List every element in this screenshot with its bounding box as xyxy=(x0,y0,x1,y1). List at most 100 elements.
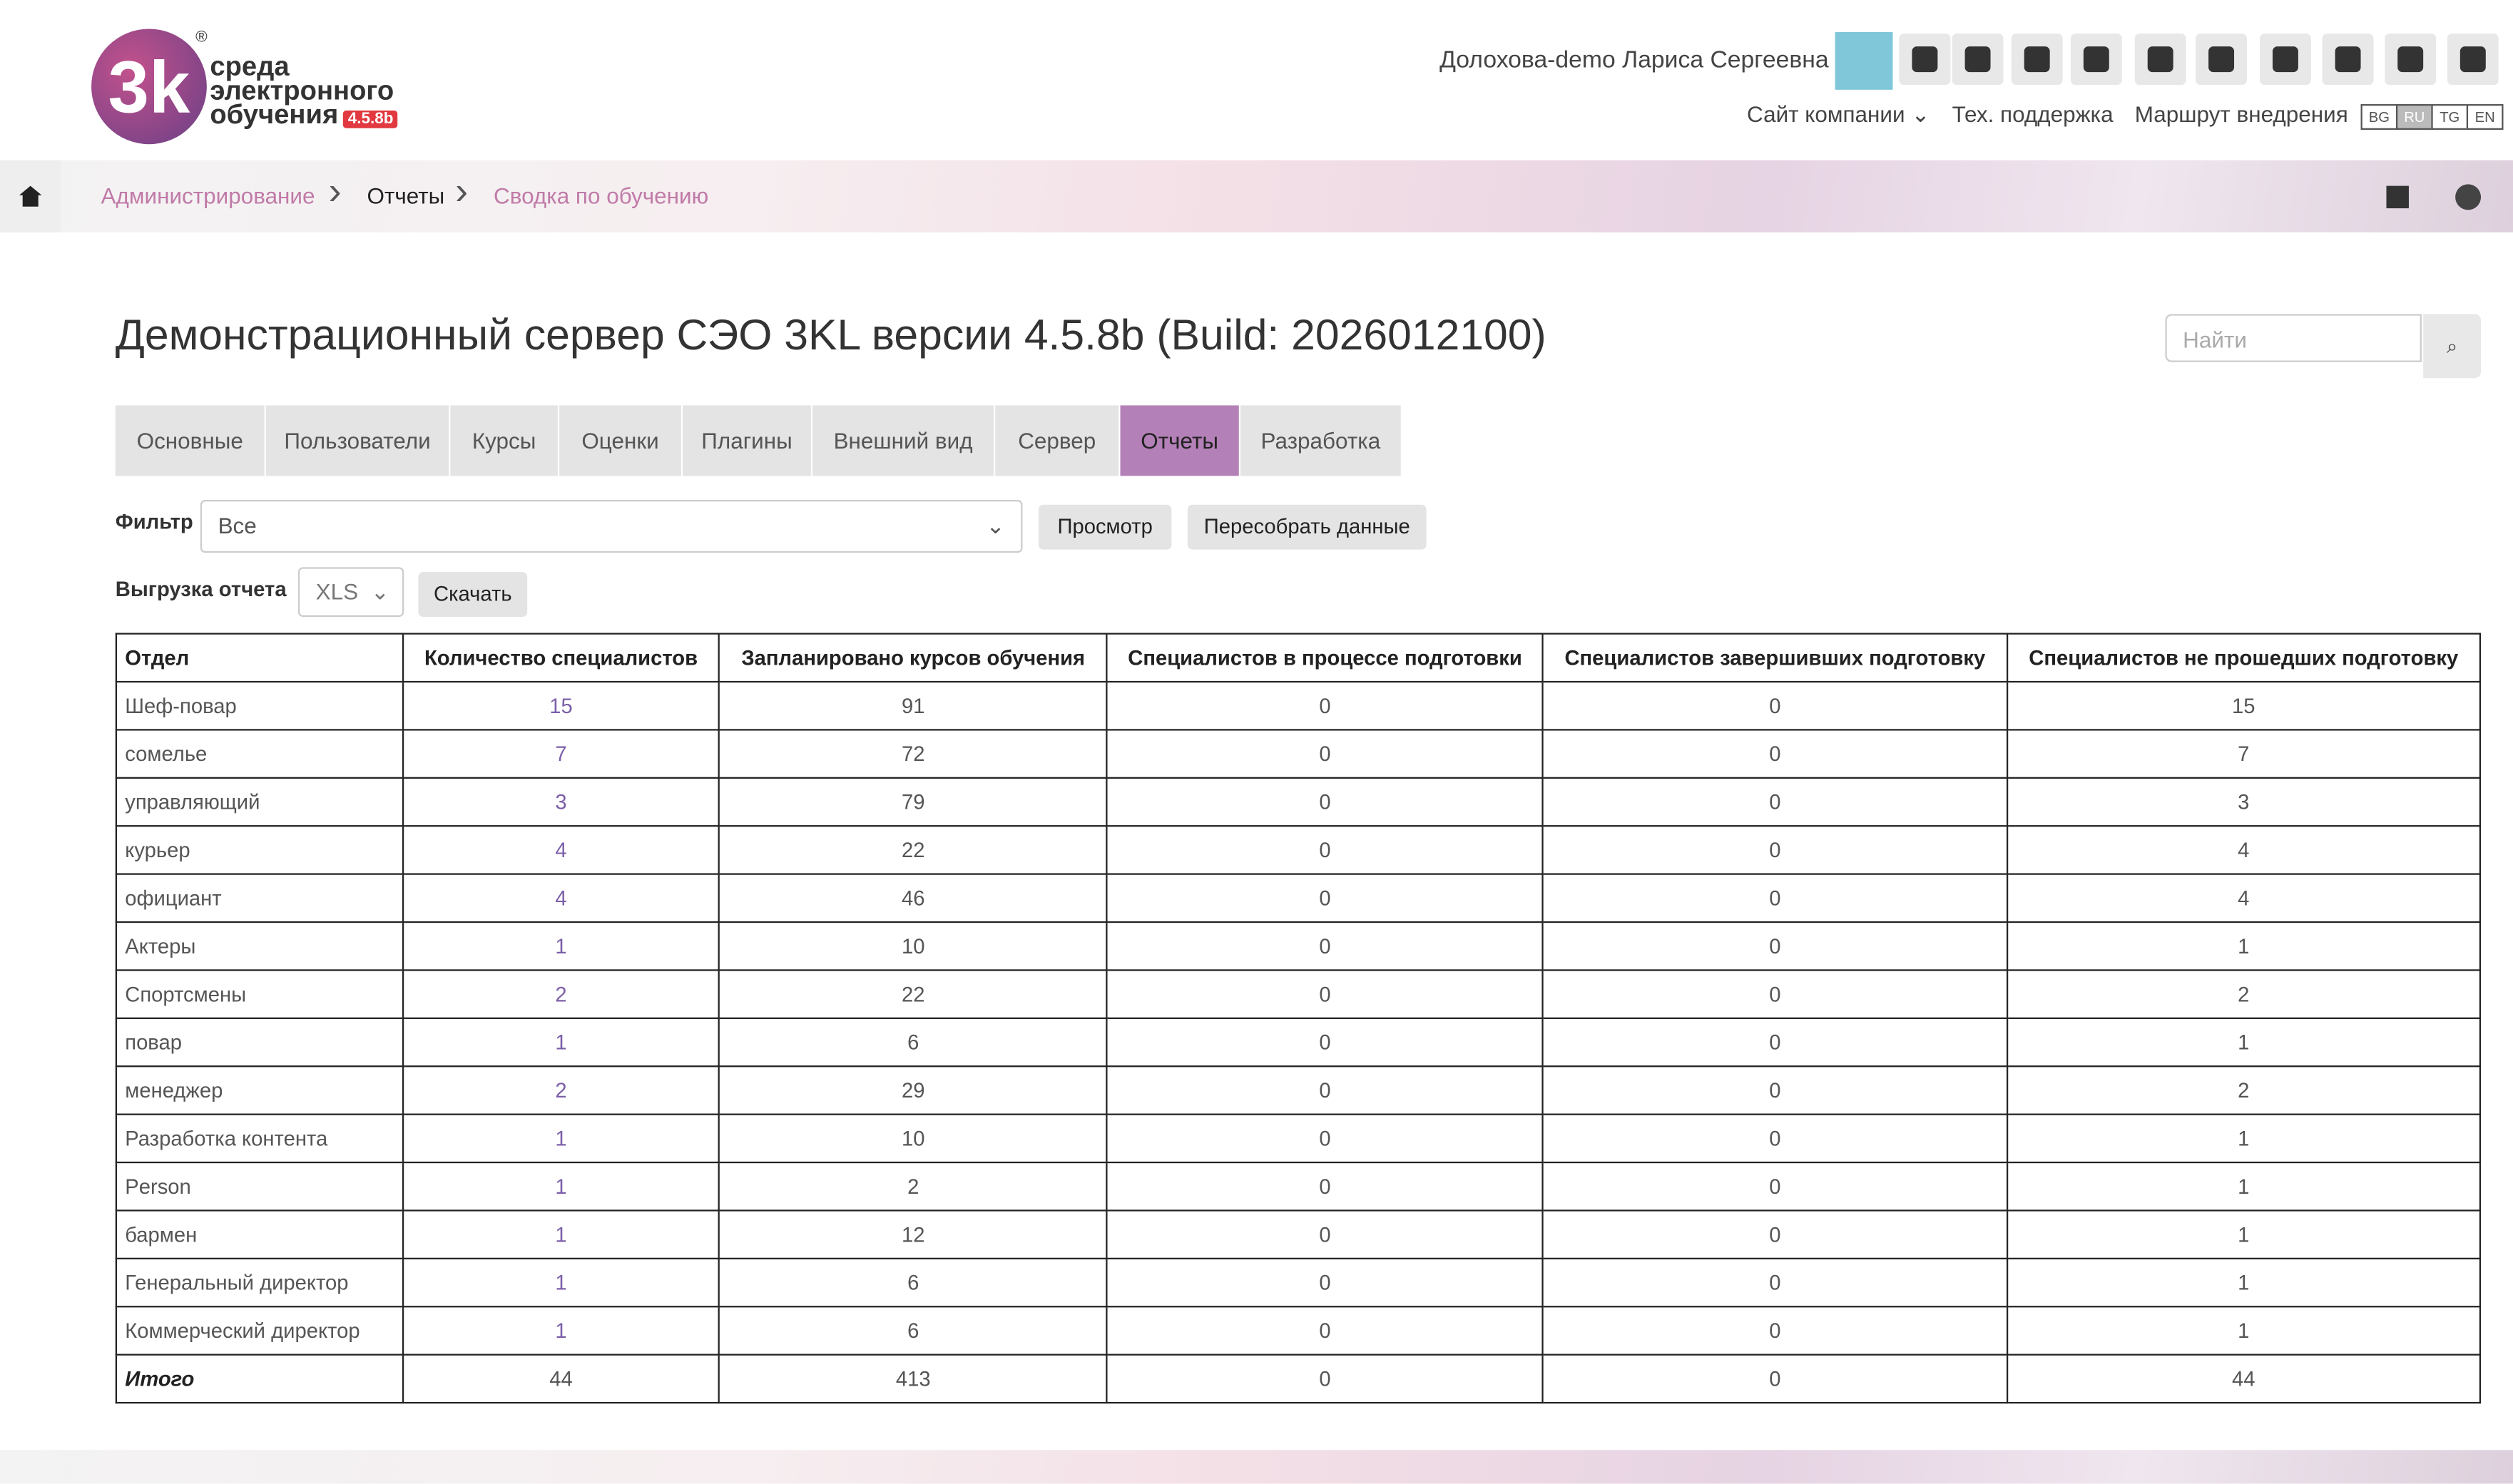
cell: 0 xyxy=(1106,729,1544,779)
header-icon[interactable] xyxy=(2322,34,2374,86)
column-header: Специалистов не прошедших подготовку xyxy=(2006,633,2482,683)
cell[interactable]: 1 xyxy=(402,1161,720,1212)
cell[interactable]: 1 xyxy=(402,1257,720,1308)
format-select[interactable]: XLS ⌄ xyxy=(297,567,404,618)
icon-glyph xyxy=(2024,46,2050,73)
table-row: повар 1 6 0 0 1 xyxy=(115,1017,2482,1068)
cell[interactable]: 7 xyxy=(402,729,720,779)
header-icon[interactable] xyxy=(2134,34,2186,86)
tab[interactable]: Пользователи xyxy=(265,405,449,476)
tab[interactable]: Основные xyxy=(115,405,265,476)
cell: 0 xyxy=(1541,680,2008,731)
department: Шеф-повар xyxy=(115,680,404,731)
cell: 0 xyxy=(1541,1161,2008,1212)
cell: 79 xyxy=(718,777,1108,827)
cell: 22 xyxy=(718,969,1108,1019)
dropdown-arrow: ⌄ xyxy=(370,578,389,605)
breadcrumb-link[interactable]: Отчеты xyxy=(367,183,445,209)
settings-icon[interactable] xyxy=(2455,184,2482,210)
language-option[interactable]: TG xyxy=(2431,104,2469,130)
filter-select[interactable]: Все ⌄ xyxy=(200,500,1023,553)
cell: 1 xyxy=(2006,1017,2482,1068)
home-button[interactable] xyxy=(0,160,61,232)
language-option[interactable]: BG xyxy=(2360,104,2398,130)
header-icon[interactable] xyxy=(2385,34,2437,86)
tab[interactable]: Курсы xyxy=(450,405,558,476)
cell: 1 xyxy=(2006,1209,2482,1259)
nav-link[interactable]: Тех. поддержка xyxy=(1952,101,2114,127)
avatar[interactable] xyxy=(1835,31,1893,90)
home-icon xyxy=(19,185,42,207)
icon-glyph xyxy=(2272,46,2298,73)
cell[interactable]: 4 xyxy=(402,825,720,875)
breadcrumb-link[interactable]: Администрирование xyxy=(101,183,315,209)
cell: 0 xyxy=(1541,1306,2008,1356)
cell[interactable]: 2 xyxy=(402,969,720,1019)
filter-label: Фильтр xyxy=(115,509,193,534)
department: повар xyxy=(115,1017,404,1068)
search-input[interactable]: Найти xyxy=(2165,314,2422,362)
header-icon[interactable] xyxy=(1899,34,1951,86)
icon-glyph xyxy=(2397,46,2424,73)
cell: 1 xyxy=(2006,1306,2482,1356)
table-row: Спортсмены 2 22 0 0 2 xyxy=(115,969,2482,1019)
cell: 0 xyxy=(1541,777,2008,827)
department: управляющий xyxy=(115,777,404,827)
icon-glyph xyxy=(2208,46,2235,73)
user-name[interactable]: Долохова-demo Лариса Сергеевна xyxy=(1439,46,1829,74)
rebuild-button[interactable]: Пересобрать данные xyxy=(1187,504,1427,550)
department: бармен xyxy=(115,1209,404,1259)
tab[interactable]: Оценки xyxy=(559,405,681,476)
cell: 3 xyxy=(2006,777,2482,827)
tab[interactable]: Отчеты xyxy=(1120,405,1239,476)
cell: 1 xyxy=(2006,1257,2482,1308)
table-row: Шеф-повар 15 91 0 0 15 xyxy=(115,680,2482,731)
total-cell: 413 xyxy=(718,1353,1108,1404)
cell: 0 xyxy=(1541,1209,2008,1259)
department: официант xyxy=(115,873,404,923)
cell: 10 xyxy=(718,921,1108,971)
header-icon[interactable] xyxy=(2259,34,2311,86)
table-row: Person 1 2 0 0 1 xyxy=(115,1161,2482,1212)
cell[interactable]: 4 xyxy=(402,873,720,923)
cell: 0 xyxy=(1541,1113,2008,1164)
cell[interactable]: 1 xyxy=(402,921,720,971)
header-icon[interactable] xyxy=(1952,34,2004,86)
cell: 2 xyxy=(2006,969,2482,1019)
cell[interactable]: 1 xyxy=(402,1113,720,1164)
cell[interactable]: 1 xyxy=(402,1306,720,1356)
cell: 0 xyxy=(1106,873,1544,923)
breadcrumb-separator: › xyxy=(455,170,469,213)
download-button[interactable]: Скачать xyxy=(418,572,528,618)
nav-link[interactable]: Маршрут внедрения xyxy=(2134,101,2348,127)
cell[interactable]: 3 xyxy=(402,777,720,827)
cell[interactable]: 1 xyxy=(402,1017,720,1068)
cell[interactable]: 2 xyxy=(402,1065,720,1115)
table-row: сомелье 7 72 0 0 7 xyxy=(115,729,2482,779)
cell: 91 xyxy=(718,680,1108,731)
search-button[interactable]: ⌕ xyxy=(2423,314,2482,379)
language-option[interactable]: EN xyxy=(2466,104,2504,130)
department: сомелье xyxy=(115,729,404,779)
cell[interactable]: 1 xyxy=(402,1209,720,1259)
breadcrumb-current: Сводка по обучению xyxy=(494,183,709,209)
tab[interactable]: Разработка xyxy=(1240,405,1401,476)
tab[interactable]: Плагины xyxy=(683,405,811,476)
language-option[interactable]: RU xyxy=(2395,104,2433,130)
header-icon[interactable] xyxy=(2070,34,2122,86)
cell: 0 xyxy=(1106,1306,1544,1356)
tab[interactable]: Внешний вид xyxy=(812,405,994,476)
logo-text: обучения xyxy=(210,99,339,130)
cell[interactable]: 15 xyxy=(402,680,720,731)
header-icon[interactable] xyxy=(2011,34,2063,86)
logo-mark[interactable]: 3k xyxy=(91,29,207,145)
cell: 0 xyxy=(1106,1065,1544,1115)
view-button[interactable]: Просмотр xyxy=(1038,504,1172,550)
tab[interactable]: Сервер xyxy=(995,405,1119,476)
table-row: Генеральный директор 1 6 0 0 1 xyxy=(115,1257,2482,1308)
header-icon[interactable] xyxy=(2196,34,2248,86)
page-title: Демонстрационный сервер СЭО 3KL версии 4… xyxy=(115,310,1546,359)
header-icon[interactable] xyxy=(2447,34,2499,86)
nav-link[interactable]: Сайт компании ⌄ xyxy=(1747,101,1930,127)
save-icon[interactable] xyxy=(2386,185,2409,209)
